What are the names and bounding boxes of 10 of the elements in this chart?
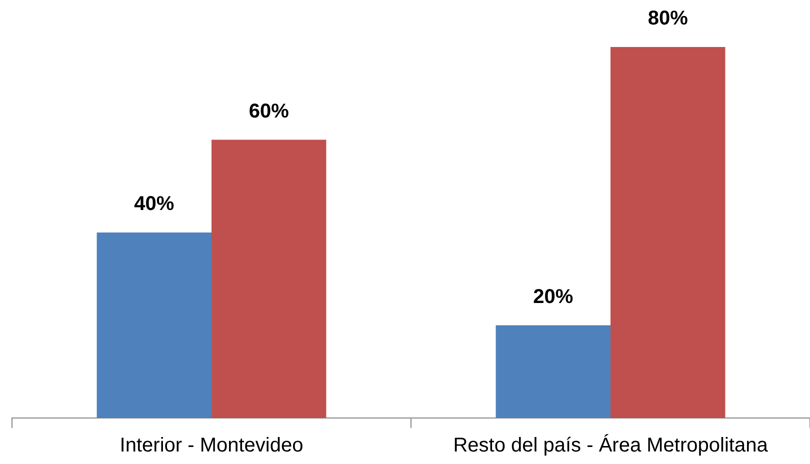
x-tick-label: Interior - Montevideo <box>120 434 304 457</box>
data-label: 40% <box>134 193 174 216</box>
data-label: 80% <box>648 8 688 30</box>
bar <box>496 325 610 418</box>
data-label: 20% <box>533 286 574 308</box>
x-tick-label: Resto del país - Área Metropolitana <box>453 434 769 457</box>
bar <box>96 232 212 418</box>
bar <box>610 47 726 418</box>
bar <box>212 140 326 418</box>
data-label: 60% <box>248 100 290 122</box>
